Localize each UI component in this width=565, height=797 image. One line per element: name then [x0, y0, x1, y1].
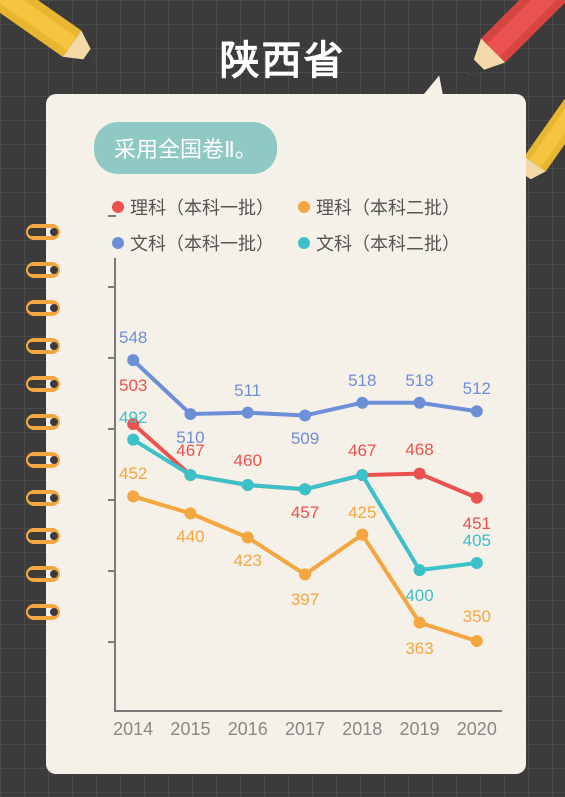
- data-point-label: 423: [234, 551, 262, 571]
- data-point-label: 363: [405, 639, 433, 659]
- legend-item: 文科（本科一批）: [112, 230, 274, 256]
- x-axis-label: 2017: [285, 719, 325, 740]
- legend-item: 理科（本科二批）: [298, 194, 460, 220]
- data-point-label: 350: [463, 607, 491, 627]
- subtitle-badge: 采用全国卷Ⅱ。: [94, 122, 277, 174]
- legend-item: 理科（本科一批）: [112, 194, 274, 220]
- data-point-label: 467: [176, 441, 204, 461]
- data-point-label: 452: [119, 464, 147, 484]
- chart-legend: 理科（本科一批） 理科（本科二批） 文科（本科一批） 文科（本科二批）: [112, 194, 460, 266]
- x-axis-label: 2019: [400, 719, 440, 740]
- data-point-label: 405: [463, 531, 491, 551]
- data-point-label: 518: [348, 371, 376, 391]
- data-point-label: 511: [234, 381, 261, 401]
- data-point-label: 468: [405, 440, 433, 460]
- legend-dot: [298, 237, 310, 249]
- data-point-label: 467: [348, 441, 376, 461]
- legend-label: 文科（本科一批）: [130, 230, 274, 256]
- data-point-label: 503: [119, 376, 147, 396]
- data-point-label: 509: [291, 429, 319, 449]
- data-point-label: 492: [119, 408, 147, 428]
- data-point-label: 548: [119, 328, 147, 348]
- x-axis-label: 2018: [342, 719, 382, 740]
- line-chart: 2014201520162017201820192020548510511509…: [94, 258, 502, 758]
- legend-dot: [112, 201, 124, 213]
- x-axis-label: 2016: [228, 719, 268, 740]
- page-title: 陕西省: [0, 28, 565, 86]
- legend-dot: [298, 201, 310, 213]
- legend-dot: [112, 237, 124, 249]
- legend-label: 文科（本科二批）: [316, 230, 460, 256]
- x-axis-label: 2014: [113, 719, 153, 740]
- legend-item: 文科（本科二批）: [298, 230, 460, 256]
- legend-label: 理科（本科二批）: [316, 194, 460, 220]
- legend-label: 理科（本科一批）: [130, 194, 274, 220]
- notebook-card: 采用全国卷Ⅱ。 理科（本科一批） 理科（本科二批） 文科（本科一批） 文科（本科…: [46, 94, 526, 774]
- data-point-label: 440: [176, 527, 204, 547]
- data-point-label: 397: [291, 590, 319, 610]
- x-axis-label: 2015: [170, 719, 210, 740]
- data-point-label: 512: [463, 379, 491, 399]
- data-point-label: 425: [348, 503, 376, 523]
- data-point-label: 457: [291, 503, 319, 523]
- data-point-label: 518: [405, 371, 433, 391]
- data-point-label: 460: [234, 451, 262, 471]
- notebook-rings: [26, 224, 60, 642]
- data-point-label: 400: [405, 586, 433, 606]
- x-axis-label: 2020: [457, 719, 497, 740]
